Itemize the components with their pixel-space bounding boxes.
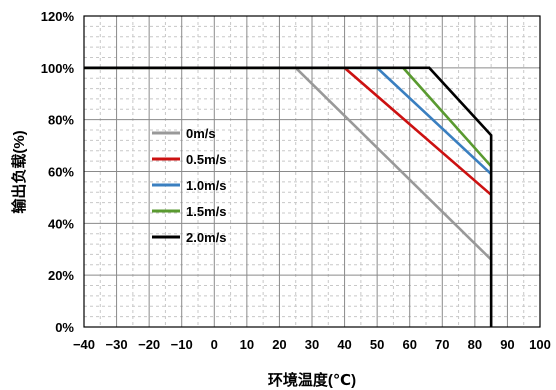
- x-tick-label: −30: [106, 337, 128, 352]
- y-tick-labels: 0% 20% 40% 60% 80% 100% 120%: [41, 9, 75, 335]
- plot-frame: [83, 15, 541, 328]
- x-tick-label: 80: [468, 337, 482, 352]
- y-tick-label: 80%: [48, 113, 74, 128]
- x-tick-label: 70: [435, 337, 449, 352]
- x-tick-label: 0: [211, 337, 218, 352]
- y-axis-title: 输出负载(%): [10, 130, 28, 213]
- x-axis-title: 环境温度(℃): [268, 371, 356, 389]
- y-tick-label: 40%: [48, 216, 74, 231]
- x-tick-label: 40: [337, 337, 351, 352]
- x-tick-label: 60: [402, 337, 416, 352]
- x-tick-label: 20: [272, 337, 286, 352]
- y-tick-label: 120%: [41, 9, 75, 24]
- y-tick-label: 100%: [41, 61, 75, 76]
- y-tick-label: 60%: [48, 165, 74, 180]
- y-tick-label: 0%: [55, 320, 74, 335]
- y-tick-label: 20%: [48, 268, 74, 283]
- x-tick-label: 50: [370, 337, 384, 352]
- x-tick-label: −10: [171, 337, 193, 352]
- series-layer: [84, 66, 493, 327]
- legend-label-4: 2.0m/s: [186, 230, 226, 245]
- legend-label-1: 0.5m/s: [186, 152, 226, 167]
- x-tick-label: 90: [500, 337, 514, 352]
- x-tick-label: 100: [529, 337, 551, 352]
- legend-label-0: 0m/s: [186, 126, 216, 141]
- x-tick-label: 10: [240, 337, 254, 352]
- x-tick-label: −20: [138, 337, 160, 352]
- x-tick-label: 30: [305, 337, 319, 352]
- x-tick-label: −40: [73, 337, 95, 352]
- x-tick-labels: −40 −30 −20 −10 0 10 20 30 40 50 60 70 80 90 100: [73, 337, 551, 352]
- legend-label-3: 1.5m/s: [186, 204, 226, 219]
- series-line-4: [84, 66, 493, 327]
- legend: 0m/s 0.5m/s 1.0m/s 1.5m/s 2.0m/s: [152, 126, 226, 245]
- legend-label-2: 1.0m/s: [186, 178, 226, 193]
